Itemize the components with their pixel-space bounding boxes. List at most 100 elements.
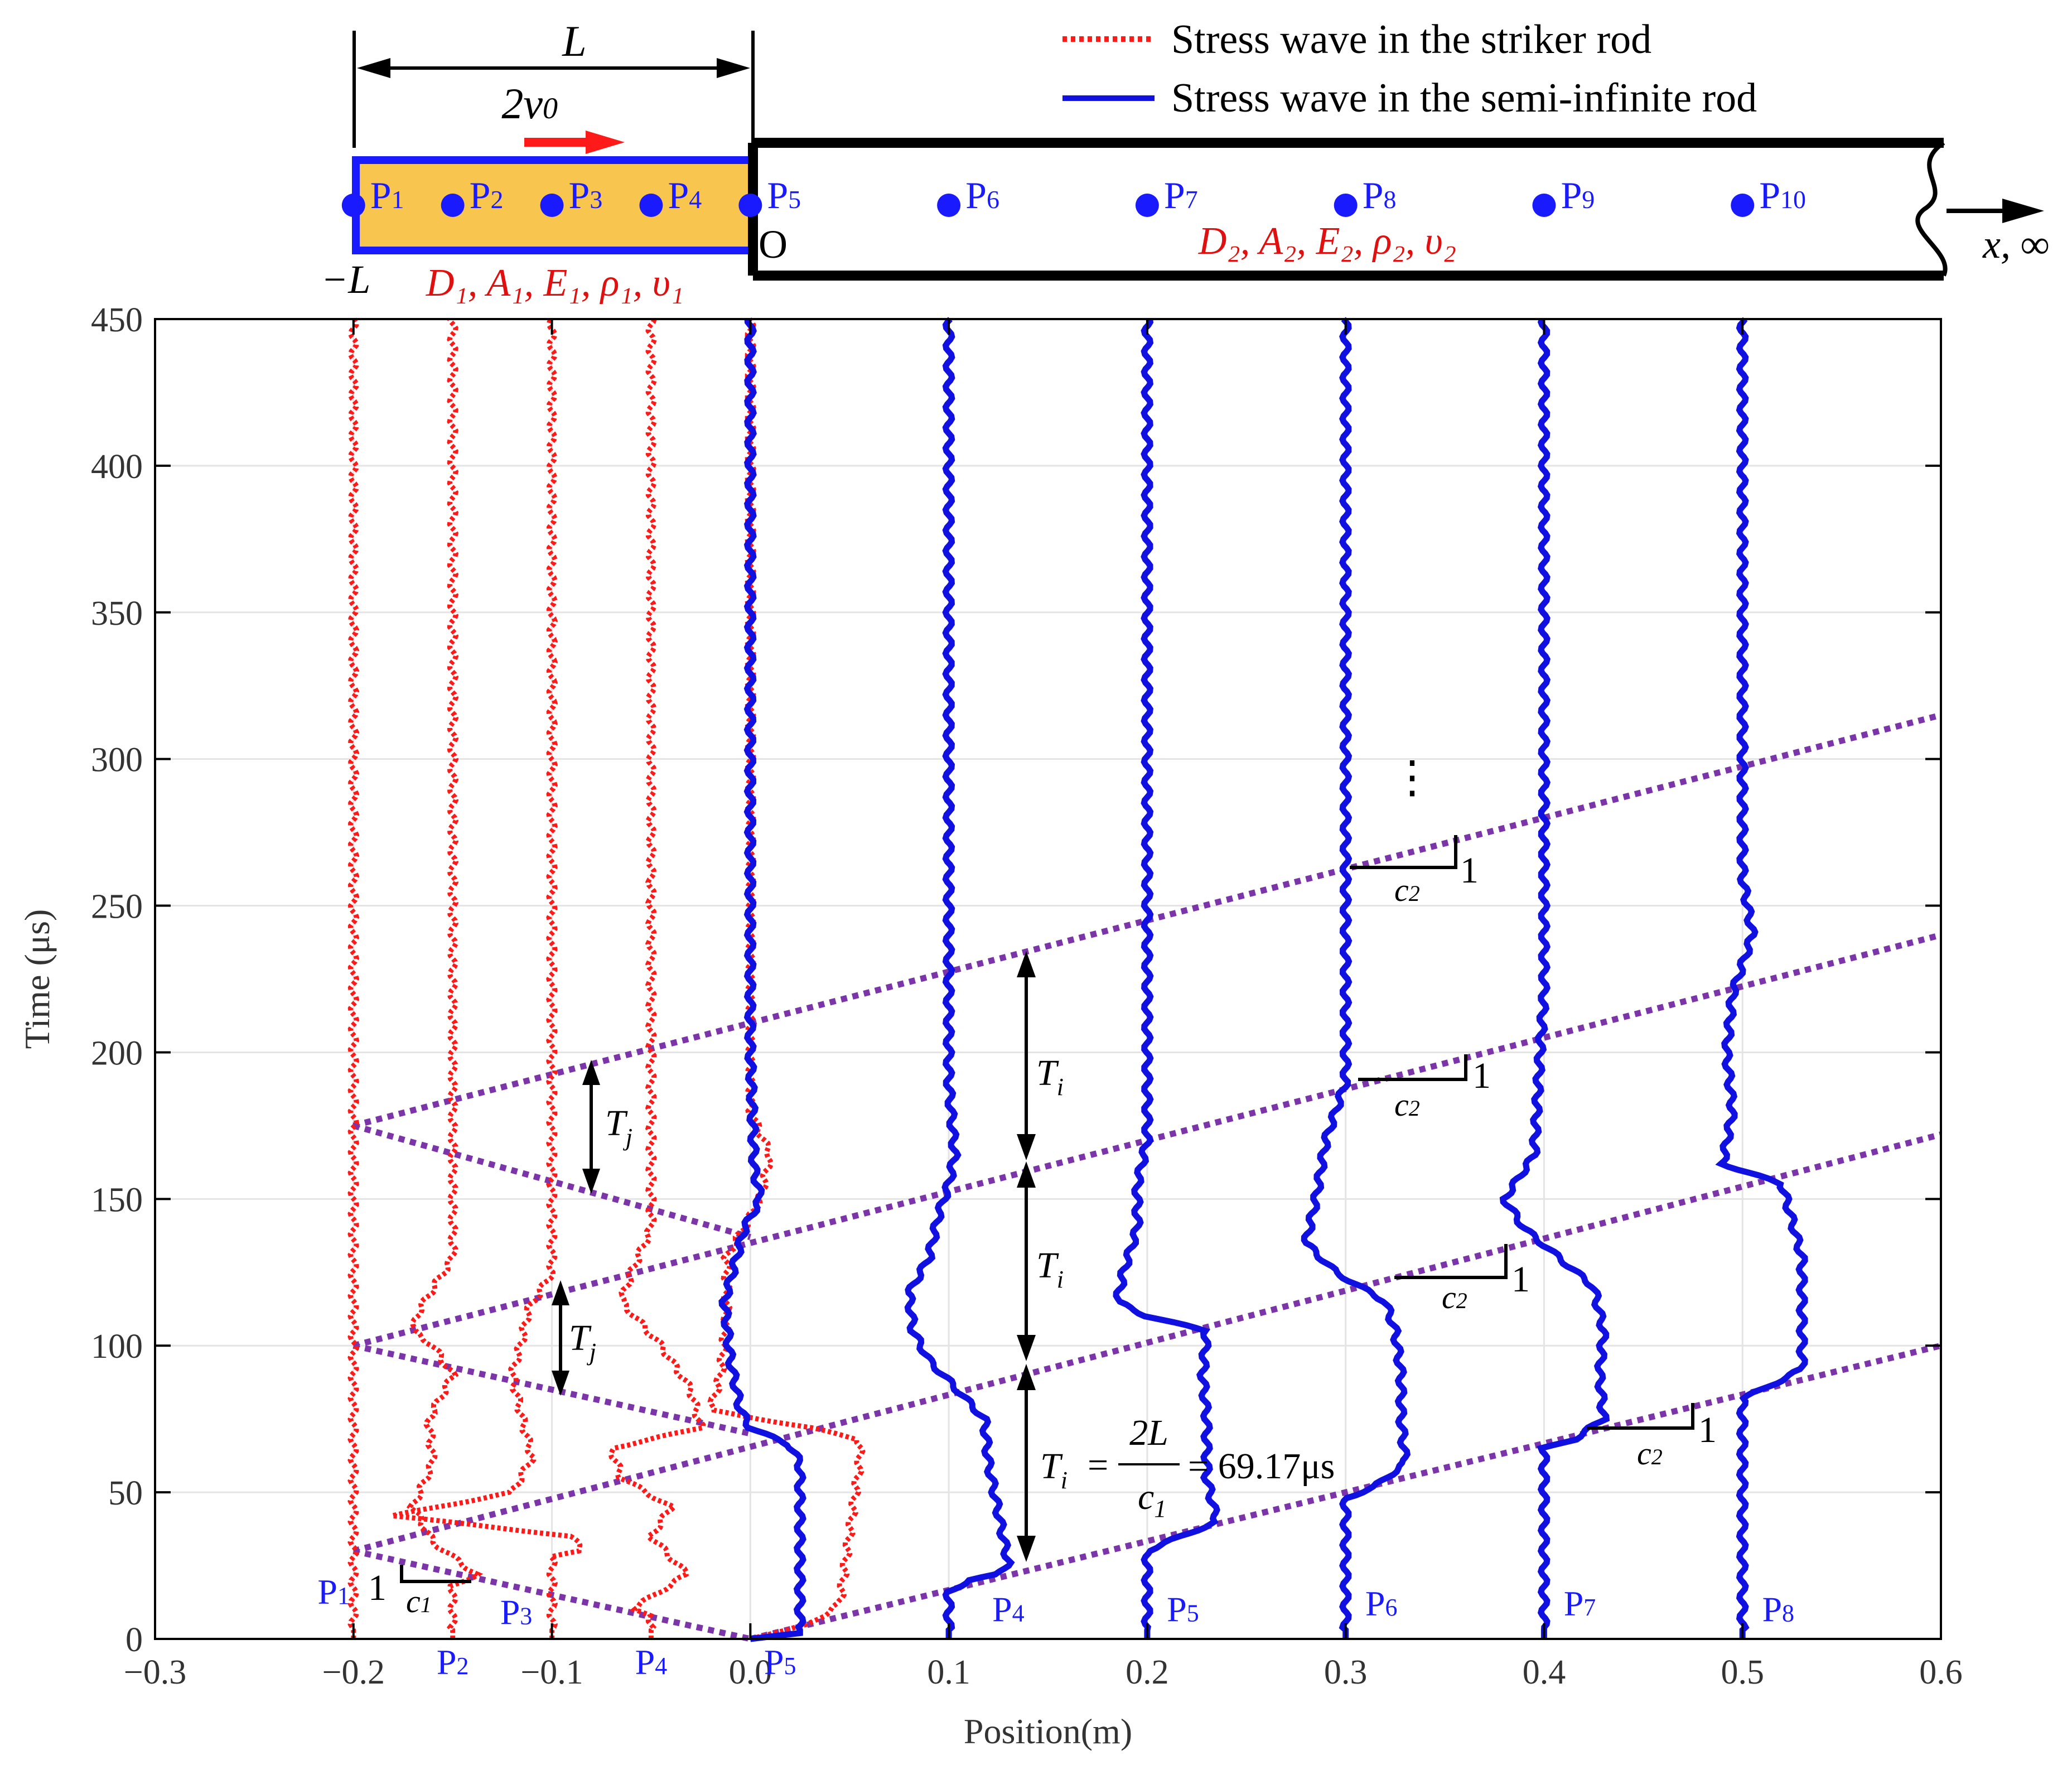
tj-lower-arrow-bottom [552, 1371, 569, 1396]
schematic-point-label-2: P3 [569, 174, 603, 216]
origin-label: O [759, 222, 788, 267]
trace-label-1: P2 [437, 1642, 469, 1682]
slope-c1-triangle [400, 1565, 471, 1583]
ti-formula-numerator: 2L [1129, 1412, 1168, 1453]
ti-label-2: Ti [1036, 1245, 1064, 1293]
schematic-point-label-8: P9 [1561, 174, 1595, 216]
ti-arrow-2-top [1017, 1161, 1036, 1188]
schematic-points: P1 P2 P3 P4 P5 P6 P7 P8 P9 P10 [341, 174, 1806, 217]
semi-infinite-traces [718, 317, 1808, 1642]
x-tick-label-1: −0.2 [322, 1653, 385, 1691]
plot-area: −0.3 −0.2 −0.1 0.0 0.1 0.2 0.3 0.4 0.5 0.6 0 50 100 1… [17, 301, 1963, 1751]
legend: Stress wave in the striker rod Stress wa… [1062, 17, 1757, 121]
trace-label-3: P4 [635, 1642, 668, 1682]
schematic-point-0 [341, 194, 365, 217]
ellipsis-mark: ⋮ [1390, 753, 1435, 802]
x-tick-label-8: 0.5 [1721, 1653, 1764, 1691]
y-tick-label-7: 350 [91, 595, 143, 633]
slope-c2-label-3: c2 [1442, 1279, 1467, 1315]
rod-properties: D₂, A₂, E₂, ρ₂, υ₂ [1198, 220, 1456, 263]
trace-label-7: P6 [1365, 1584, 1398, 1623]
x-axis-label: Position(m) [964, 1711, 1132, 1751]
rod-schematic: L 2v0 x, ∞ O −L D₁, A₁, E₁, ρ₁, υ₁ D₂, A… [321, 17, 2050, 305]
dimension-arrow-left [357, 58, 390, 78]
ti-arrow-3-bottom [1017, 1536, 1036, 1562]
length-label: L [562, 17, 586, 65]
striker-trace-P5 [707, 317, 866, 1642]
ti-arrow-3-top [1017, 1364, 1036, 1390]
striker-trace-P4 [608, 318, 706, 1639]
striker-traces [347, 317, 866, 1642]
semi-trace-P6-3 [1301, 317, 1411, 1639]
y-tick-label-9: 450 [91, 301, 143, 339]
schematic-point-7 [1334, 194, 1358, 217]
guide-line-4 [352, 932, 1942, 1349]
semi-trace-P7-4 [1499, 317, 1610, 1639]
schematic-point-6 [1135, 194, 1159, 217]
semi-trace-P4-1 [904, 317, 1015, 1639]
x-tick-label-9: 0.6 [1919, 1653, 1963, 1691]
y-tick-label-8: 400 [91, 448, 143, 486]
schematic-point-label-7: P8 [1363, 174, 1397, 216]
schematic-point-8 [1532, 194, 1556, 217]
tj-upper-arrow-bottom [582, 1169, 600, 1194]
ti-label-1: Ti [1036, 1053, 1064, 1101]
tj-upper-label: Tj [605, 1103, 632, 1151]
annotations: Tj Tj Ti Ti Ti = 2L c1 = 69.17μs 1 c1 1 … [368, 753, 1717, 1619]
x-tick-label-5: 0.2 [1126, 1653, 1169, 1691]
slope-c2-one-2: 1 [1472, 1055, 1491, 1096]
tj-lower-arrow-top [552, 1280, 569, 1305]
semi-trace-P5-2 [1113, 319, 1220, 1639]
legend-semi-label: Stress wave in the semi-infinite rod [1171, 75, 1757, 121]
striker-trace-P3 [391, 317, 583, 1639]
ti-formula-eq: = [1088, 1445, 1108, 1486]
x-tick-label-3: 0.0 [729, 1653, 772, 1691]
guide-line-6 [352, 712, 1942, 1129]
ti-formula-lhs: Ti [1040, 1446, 1068, 1494]
schematic-point-9 [1731, 194, 1755, 217]
schematic-point-label-3: P4 [668, 174, 702, 216]
slope-c2-one-4: 1 [1698, 1410, 1717, 1450]
x-tick-label-4: 0.1 [927, 1653, 970, 1691]
ti-formula-value: = 69.17μs [1188, 1446, 1335, 1487]
trace-label-0: P1 [317, 1572, 350, 1612]
y-tick-label-3: 150 [91, 1181, 143, 1219]
tj-lower-label: Tj [569, 1318, 596, 1366]
legend-striker-label: Stress wave in the striker rod [1171, 17, 1651, 62]
schematic-point-label-5: P6 [965, 174, 999, 216]
slope-c2-triangle-2 [1358, 1054, 1467, 1081]
x-tick-label-7: 0.4 [1523, 1653, 1566, 1691]
y-tick-label-5: 250 [91, 888, 143, 926]
guide-line-2 [352, 1131, 1942, 1554]
slope-c2-one-3: 1 [1511, 1259, 1530, 1300]
y-tick-label-4: 200 [91, 1034, 143, 1072]
trace-label-6: P5 [1167, 1589, 1199, 1629]
trace-label-8: P7 [1564, 1584, 1596, 1623]
trace-label-4: P5 [764, 1642, 796, 1682]
schematic-point-4 [738, 194, 762, 217]
slope-c2-label-4: c2 [1637, 1435, 1663, 1472]
x-tick-label-6: 0.3 [1324, 1653, 1368, 1691]
slope-c2-label-1: c2 [1394, 872, 1420, 908]
x-tick-label-2: −0.1 [520, 1653, 583, 1691]
velocity-arrow-head [586, 131, 625, 154]
schematic-point-2 [540, 194, 564, 217]
axes-frame [154, 318, 1942, 1640]
striker-trace-P1 [347, 317, 360, 1639]
x-tick-label-0: −0.3 [124, 1653, 186, 1691]
guide-line-3 [352, 1342, 751, 1437]
dimension-arrow-right [717, 58, 750, 78]
y-axis-label: Time (μs) [17, 909, 57, 1049]
schematic-point-label-9: P10 [1759, 174, 1806, 216]
slope-c2-label-2: c2 [1394, 1087, 1420, 1123]
schematic-point-label-0: P1 [370, 174, 404, 216]
slope-c1-label: c1 [406, 1583, 432, 1619]
y-tick-label-2: 100 [91, 1328, 143, 1366]
left-end-label: −L [321, 257, 371, 302]
velocity-label: 2v0 [501, 79, 558, 128]
trace-label-9: P8 [1762, 1589, 1794, 1629]
x-axis-arrow-head [2002, 199, 2044, 223]
schematic-point-5 [937, 194, 961, 217]
